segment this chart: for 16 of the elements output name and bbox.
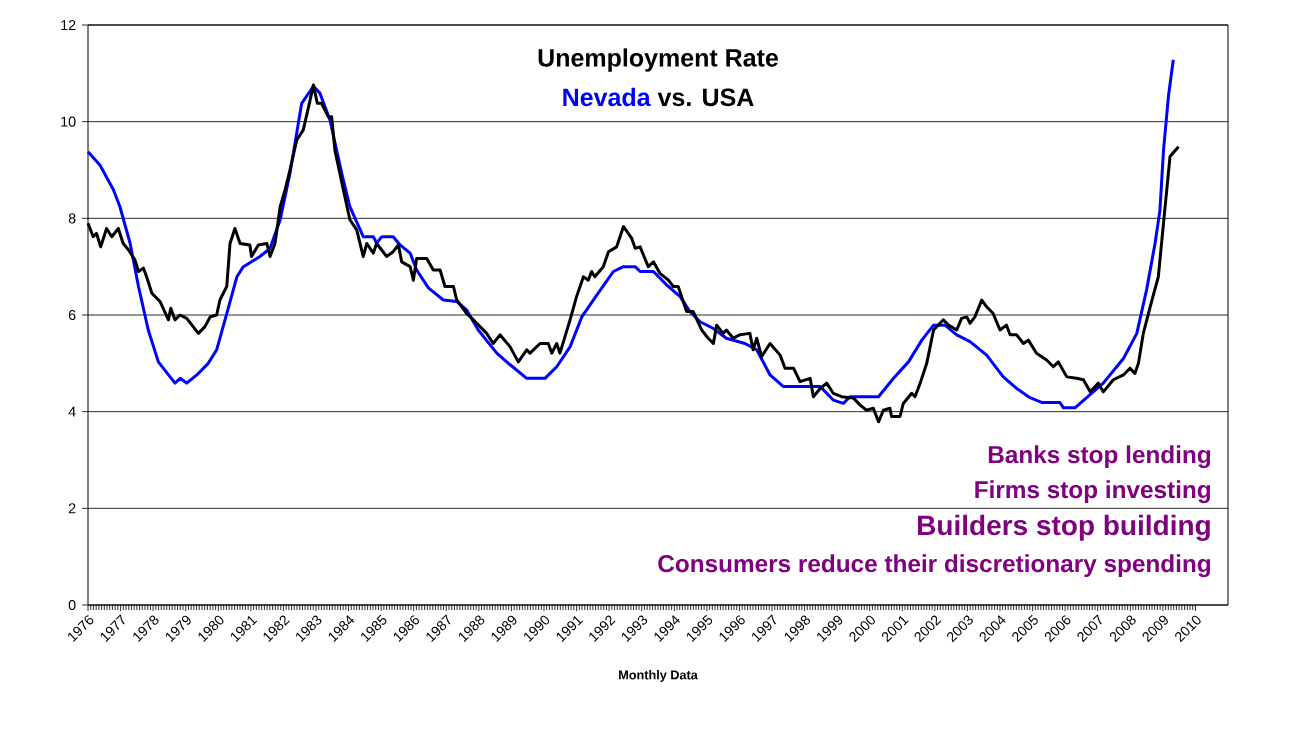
annotation: Banks stop lending <box>988 445 1211 469</box>
y-tick-label: 6 <box>68 309 76 321</box>
text: USA <box>703 88 754 107</box>
y-tick-label: 2 <box>68 503 76 514</box>
y-tick-label: 10 <box>61 116 76 127</box>
x-axis-title: Monthly Data <box>619 670 698 682</box>
text: Nevada <box>563 87 651 107</box>
text: Unemployment Rate <box>538 48 778 72</box>
y-tick-label: 4 <box>68 406 76 417</box>
text: vs. <box>657 92 691 107</box>
y-tick-label: 0 <box>68 599 76 611</box>
y-tick-label: 12 <box>61 19 76 30</box>
y-tick-label: 8 <box>68 213 76 224</box>
annotation: Builders stop building <box>918 514 1210 541</box>
annotation: Firms stop investing <box>975 480 1211 504</box>
annotation: Consumers reduce their discretionary spending <box>658 554 1211 578</box>
